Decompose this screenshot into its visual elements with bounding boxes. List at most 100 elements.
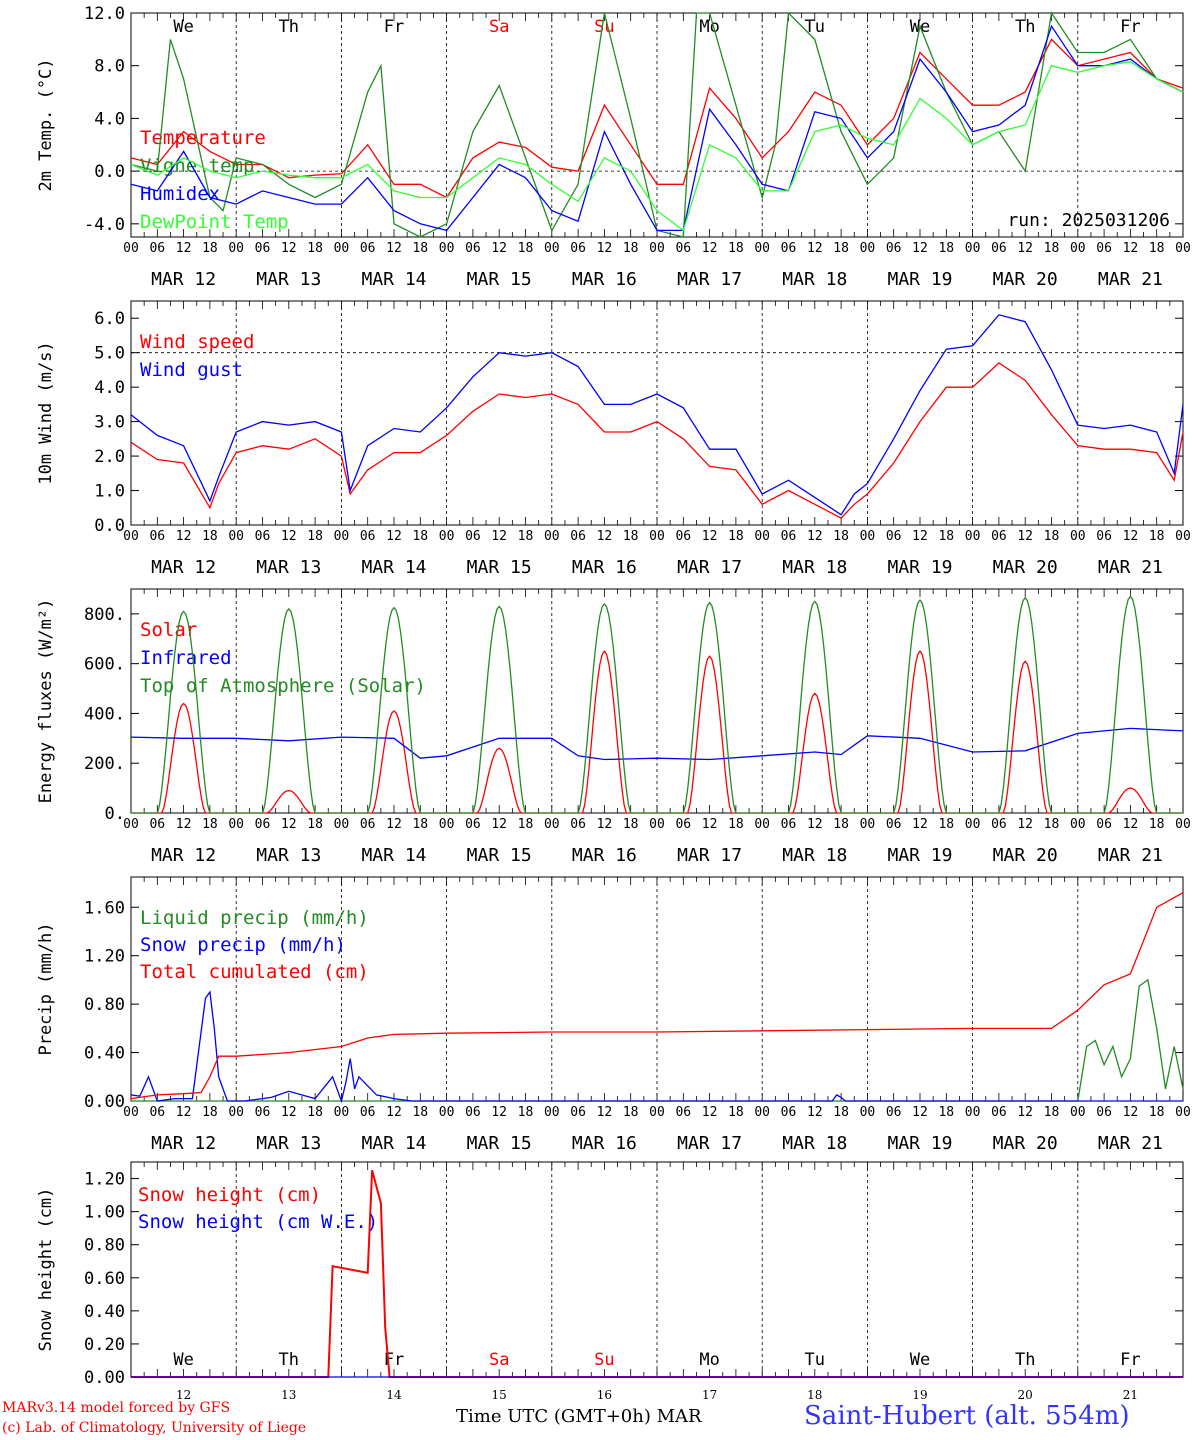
hour-tick-label: 18 <box>518 529 534 544</box>
plot-frame <box>130 300 1184 526</box>
date-label: MAR 15 <box>467 1133 532 1154</box>
hour-tick-label: 06 <box>991 1105 1007 1120</box>
hour-tick-label: 12 <box>1017 817 1033 832</box>
hour-tick-label: 00 <box>334 1105 350 1120</box>
y-tick-label: -4.0 <box>84 215 125 235</box>
date-label: MAR 12 <box>151 845 216 866</box>
model-credit: MARv3.14 model forced by GFS <box>2 1400 231 1416</box>
y-tick-label: 0.40 <box>84 1044 125 1064</box>
y-tick-label: 0.00 <box>84 1368 125 1388</box>
y-tick-label: 0.40 <box>84 1302 125 1322</box>
x-axis: 00 06 12 18 MAR 12 00 06 12 18 MAR 13 00 06 12 18 MAR … <box>123 1105 1191 1154</box>
hour-tick-label: 06 <box>149 241 165 256</box>
weekday-label: We <box>910 1350 930 1370</box>
hour-tick-label: 00 <box>649 529 665 544</box>
hour-tick-label: 00 <box>123 817 139 832</box>
date-label: MAR 13 <box>256 845 321 866</box>
hour-tick-label: 18 <box>833 817 849 832</box>
hour-tick-label: 18 <box>938 241 954 256</box>
legend-entry: Solar <box>140 619 197 641</box>
date-label: MAR 16 <box>572 269 637 290</box>
y-tick-label: 1.60 <box>84 898 125 918</box>
date-label: MAR 19 <box>887 845 952 866</box>
hour-tick-label: 12 <box>281 529 297 544</box>
y-tick-label: 400. <box>84 704 125 724</box>
date-label: MAR 14 <box>361 269 426 290</box>
date-label: MAR 16 <box>572 557 637 578</box>
y-axis-label: Snow height (cm) <box>36 1188 56 1352</box>
hour-tick-label: 12 <box>281 241 297 256</box>
hour-tick-label: 18 <box>1044 241 1060 256</box>
date-label: MAR 17 <box>677 269 742 290</box>
hour-tick-label: 06 <box>991 817 1007 832</box>
date-label: MAR 20 <box>993 1133 1058 1154</box>
hour-tick-label: 18 <box>728 1105 744 1120</box>
y-tick-label: 0.80 <box>84 995 125 1015</box>
hour-tick-label: 00 <box>1175 1105 1191 1120</box>
hour-tick-label: 18 <box>1149 241 1165 256</box>
hour-tick-label: 12 <box>597 1105 613 1120</box>
hour-tick-label: 06 <box>465 529 481 544</box>
time-axis-month: MAR <box>656 1406 702 1427</box>
hour-tick-label: 00 <box>439 817 455 832</box>
hour-tick-label: 06 <box>570 1105 586 1120</box>
hour-tick-label: 12 <box>1017 1105 1033 1120</box>
hour-tick-label: 18 <box>307 241 323 256</box>
hour-tick-label: 06 <box>675 1105 691 1120</box>
y-tick-label: 1.20 <box>84 1170 125 1190</box>
y-axis-label: Precip (mm/h) <box>36 922 56 1055</box>
hour-tick-label: 06 <box>991 241 1007 256</box>
date-label: MAR 12 <box>151 1133 216 1154</box>
date-label: MAR 12 <box>151 269 216 290</box>
hour-tick-label: 00 <box>860 1105 876 1120</box>
hour-tick-label: 00 <box>228 529 244 544</box>
y-tick-label: 0.0 <box>94 162 125 182</box>
hour-tick-label: 12 <box>597 817 613 832</box>
legend-entry: Liquid precip (mm/h) <box>140 907 369 929</box>
hour-tick-label: 00 <box>1070 1105 1086 1120</box>
hour-tick-label: 12 <box>281 1105 297 1120</box>
hour-tick-label: 18 <box>1044 1105 1060 1120</box>
hour-tick-label: 12 <box>807 241 823 256</box>
y-tick-label: 3.0 <box>94 413 125 433</box>
date-label: MAR 17 <box>677 845 742 866</box>
hour-tick-label: 18 <box>938 817 954 832</box>
hour-tick-label: 00 <box>334 529 350 544</box>
hour-tick-label: 00 <box>1070 241 1086 256</box>
hour-tick-label: 00 <box>228 241 244 256</box>
day-number-label: 14 <box>386 1388 402 1402</box>
hour-tick-label: 06 <box>255 529 271 544</box>
hour-tick-label: 00 <box>754 1105 770 1120</box>
legend-entry: Snow height (cm) <box>138 1184 321 1206</box>
hour-tick-label: 12 <box>702 529 718 544</box>
hour-tick-label: 00 <box>965 529 981 544</box>
hour-tick-label: 18 <box>1149 1105 1165 1120</box>
hour-tick-label: 06 <box>570 529 586 544</box>
y-tick-label: 1.20 <box>84 947 125 967</box>
hour-tick-label: 00 <box>123 529 139 544</box>
hour-tick-label: 00 <box>1175 241 1191 256</box>
panel-4: 0.00 0.40 0.80 1.20 1.60 Precip (mm/h) 00 06 12 1… <box>36 876 1191 1154</box>
date-label: MAR 18 <box>782 557 847 578</box>
hour-tick-label: 06 <box>1096 1105 1112 1120</box>
panel-5: 0.00 0.20 0.40 0.60 0.80 1.00 1.20 Snow height … <box>36 1161 1184 1402</box>
legend-entry: Total cumulated (cm) <box>140 961 369 983</box>
day-number-label: 18 <box>807 1388 822 1402</box>
hour-tick-label: 18 <box>623 241 639 256</box>
date-label: MAR 12 <box>151 557 216 578</box>
hour-tick-label: 12 <box>912 529 928 544</box>
weekday-label: Th <box>1015 17 1035 37</box>
y-tick-label: 1.0 <box>94 482 125 502</box>
hour-tick-label: 00 <box>754 241 770 256</box>
time-ticks <box>130 13 1184 237</box>
hour-tick-label: 18 <box>518 817 534 832</box>
date-label: MAR 18 <box>782 269 847 290</box>
y-tick-label: 0.60 <box>84 1269 125 1289</box>
hour-tick-label: 12 <box>702 817 718 832</box>
hour-tick-label: 12 <box>1123 817 1139 832</box>
date-label: MAR 15 <box>467 557 532 578</box>
hour-tick-label: 00 <box>754 817 770 832</box>
hour-tick-label: 18 <box>833 529 849 544</box>
hour-tick-label: 00 <box>649 1105 665 1120</box>
